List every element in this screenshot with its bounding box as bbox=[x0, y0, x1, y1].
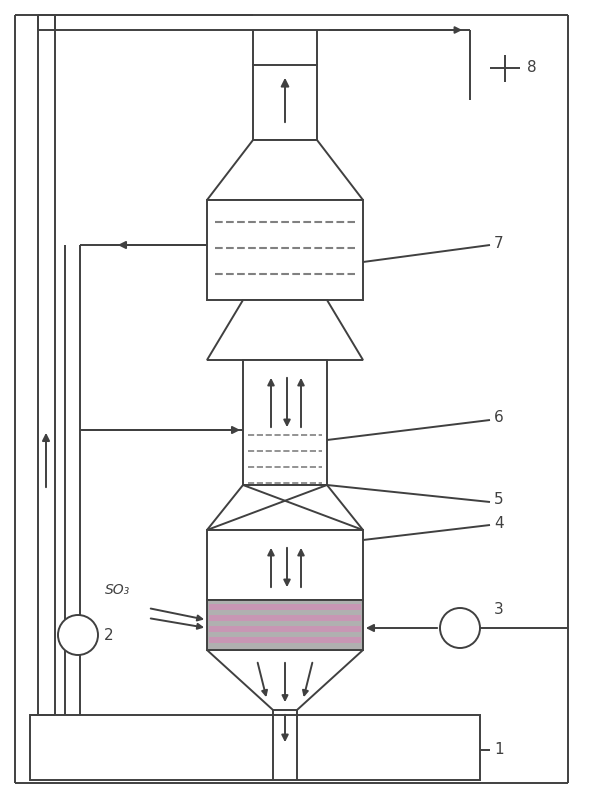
Bar bbox=[209, 615, 361, 621]
Bar bbox=[207, 600, 363, 650]
Text: 2: 2 bbox=[104, 627, 113, 642]
Polygon shape bbox=[207, 650, 363, 710]
Bar bbox=[253, 65, 317, 140]
Polygon shape bbox=[207, 485, 363, 530]
Text: SO₃: SO₃ bbox=[105, 583, 130, 597]
Polygon shape bbox=[207, 300, 363, 360]
Text: 7: 7 bbox=[494, 235, 503, 250]
Text: 8: 8 bbox=[527, 61, 536, 75]
Text: 4: 4 bbox=[494, 515, 503, 530]
Bar bbox=[209, 637, 361, 643]
Text: 1: 1 bbox=[494, 742, 503, 758]
Bar bbox=[209, 604, 361, 610]
Bar bbox=[207, 530, 363, 600]
Text: 3: 3 bbox=[494, 602, 504, 618]
Text: 6: 6 bbox=[494, 410, 504, 426]
Polygon shape bbox=[207, 140, 363, 200]
Bar bbox=[207, 200, 363, 300]
Circle shape bbox=[440, 608, 480, 648]
Circle shape bbox=[58, 615, 98, 655]
Text: 5: 5 bbox=[494, 493, 503, 507]
Bar bbox=[209, 626, 361, 632]
Bar bbox=[243, 360, 327, 485]
Bar bbox=[30, 715, 480, 780]
